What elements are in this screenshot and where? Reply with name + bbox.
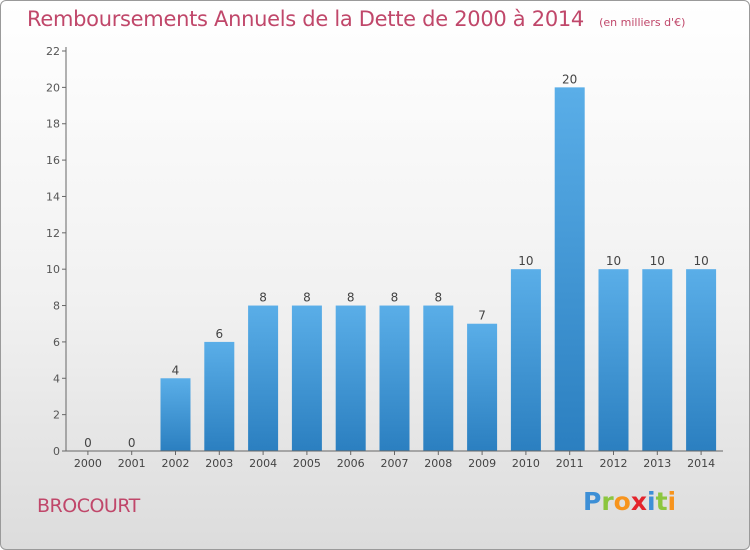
logo-letter: t: [655, 487, 668, 516]
x-tick-label: 2013: [643, 457, 671, 470]
y-tick-label: 4: [53, 372, 60, 385]
logo-letter: o: [613, 487, 631, 516]
bar: [467, 323, 498, 451]
data-label: 10: [606, 254, 621, 268]
data-label: 8: [303, 291, 311, 305]
proxiti-logo: Proxiti: [583, 487, 676, 516]
x-tick-label: 2011: [556, 457, 584, 470]
bar: [423, 305, 454, 451]
bar: [160, 378, 191, 451]
data-label: 10: [650, 254, 665, 268]
logo-letter: i: [647, 487, 656, 516]
data-label: 7: [478, 309, 486, 323]
y-tick-label: 12: [46, 227, 60, 240]
commune-name: BROCOURT: [37, 495, 140, 517]
data-label: 4: [172, 363, 180, 377]
chart-title-block: Remboursements Annuels de la Dette de 20…: [27, 7, 685, 31]
x-tick-label: 2010: [512, 457, 540, 470]
bar: [248, 305, 279, 451]
x-tick-label: 2005: [293, 457, 321, 470]
x-tick-label: 2001: [118, 457, 146, 470]
x-tick-label: 2006: [337, 457, 365, 470]
y-tick-label: 6: [53, 336, 60, 349]
x-tick-label: 2003: [205, 457, 233, 470]
bar: [335, 305, 366, 451]
bar: [686, 269, 717, 451]
x-tick-label: 2009: [468, 457, 496, 470]
data-label: 0: [128, 436, 136, 450]
logo-letter: r: [601, 487, 614, 516]
data-label: 8: [347, 291, 355, 305]
chart-title: Remboursements Annuels de la Dette de 20…: [27, 7, 584, 31]
x-tick-label: 2004: [249, 457, 277, 470]
bar: [510, 269, 541, 451]
bar: [379, 305, 410, 451]
x-tick-label: 2008: [424, 457, 452, 470]
x-tick-label: 2014: [687, 457, 715, 470]
y-tick-label: 2: [53, 409, 60, 422]
bar: [291, 305, 322, 451]
x-tick-label: 2002: [162, 457, 190, 470]
data-label: 10: [693, 254, 708, 268]
data-label: 8: [434, 291, 442, 305]
data-label: 8: [259, 291, 267, 305]
data-label: 6: [215, 327, 223, 341]
y-tick-label: 22: [46, 45, 60, 58]
logo-letter: x: [630, 487, 647, 516]
y-tick-label: 14: [46, 190, 60, 203]
data-label: 20: [562, 72, 577, 86]
y-tick-label: 20: [46, 81, 60, 94]
bar: [204, 341, 235, 451]
logo-letter: i: [667, 487, 677, 516]
logo-letter: P: [583, 487, 602, 516]
bar: [554, 87, 585, 451]
y-tick-label: 16: [46, 154, 60, 167]
bar: [642, 269, 673, 451]
y-tick-label: 10: [46, 263, 60, 276]
y-tick-label: 0: [53, 445, 60, 458]
bar: [598, 269, 629, 451]
data-label: 8: [391, 291, 399, 305]
x-tick-label: 2000: [74, 457, 102, 470]
data-label: 0: [84, 436, 92, 450]
x-tick-label: 2007: [381, 457, 409, 470]
chart-unit: (en milliers d'€): [599, 16, 686, 29]
x-tick-label: 2012: [600, 457, 628, 470]
y-tick-label: 18: [46, 118, 60, 131]
y-tick-label: 8: [53, 300, 60, 313]
data-label: 10: [518, 254, 533, 268]
